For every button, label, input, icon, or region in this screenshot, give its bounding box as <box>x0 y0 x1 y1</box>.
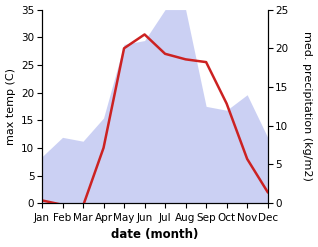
Y-axis label: med. precipitation (kg/m2): med. precipitation (kg/m2) <box>302 31 313 181</box>
Y-axis label: max temp (C): max temp (C) <box>5 68 16 145</box>
X-axis label: date (month): date (month) <box>111 228 198 242</box>
